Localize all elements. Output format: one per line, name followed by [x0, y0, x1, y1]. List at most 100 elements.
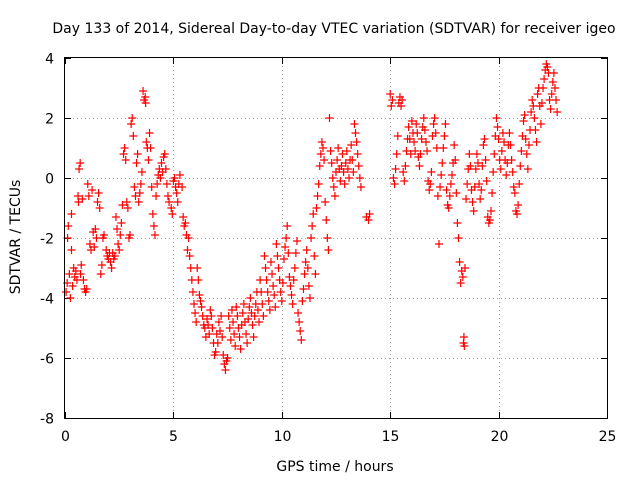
data-point [189, 300, 198, 308]
data-point [298, 297, 307, 305]
data-point [121, 156, 130, 164]
data-point [397, 102, 406, 110]
data-point [216, 327, 225, 335]
data-point [223, 354, 232, 362]
data-point [438, 159, 447, 167]
data-point [172, 189, 181, 197]
data-point [327, 159, 336, 167]
data-point [345, 174, 354, 182]
data-point [365, 210, 374, 218]
data-point [497, 147, 506, 155]
y-tick-label: -6 [40, 352, 54, 368]
data-point [479, 141, 488, 149]
data-point [193, 264, 202, 272]
data-point [400, 177, 409, 185]
data-point [253, 306, 262, 314]
data-point [522, 150, 531, 158]
data-point [285, 273, 294, 281]
data-point [198, 312, 207, 320]
data-point [134, 198, 143, 206]
data-point [537, 99, 546, 107]
data-point [122, 198, 131, 206]
data-point [348, 156, 357, 164]
data-point [413, 129, 422, 137]
data-point [455, 258, 464, 266]
data-point [434, 240, 443, 248]
data-point [387, 102, 396, 110]
data-point [312, 204, 321, 212]
data-point [419, 114, 428, 122]
data-point [500, 138, 509, 146]
data-point [477, 186, 486, 194]
x-tick-label: 10 [274, 429, 292, 445]
data-point [178, 183, 187, 191]
data-point [236, 345, 245, 353]
data-point [412, 120, 421, 128]
data-point [514, 201, 523, 209]
data-point [452, 189, 461, 197]
data-point [194, 276, 203, 284]
data-point [258, 300, 267, 308]
data-point [292, 237, 301, 245]
data-point [211, 348, 220, 356]
data-point [482, 177, 491, 185]
data-point [329, 183, 338, 191]
data-point [460, 342, 469, 350]
data-point [79, 276, 88, 284]
data-point [249, 333, 258, 341]
data-point [523, 165, 532, 173]
data-point [330, 192, 339, 200]
data-point [304, 282, 313, 290]
data-point [238, 309, 247, 317]
data-point [314, 180, 323, 188]
data-point [196, 297, 205, 305]
data-point [441, 120, 450, 128]
data-point [110, 252, 119, 260]
data-point [235, 333, 244, 341]
data-point [136, 180, 145, 188]
data-point [520, 111, 529, 119]
data-point [291, 249, 300, 257]
data-point [490, 150, 499, 158]
data-point [82, 285, 91, 293]
data-point [440, 132, 449, 140]
data-point [97, 261, 106, 269]
data-point [287, 291, 296, 299]
x-tick-label: 0 [61, 429, 70, 445]
data-point [336, 177, 345, 185]
data-point [364, 216, 373, 224]
data-point [350, 120, 359, 128]
data-point [478, 162, 487, 170]
data-point [152, 192, 161, 200]
data-point [123, 204, 132, 212]
data-point [444, 204, 453, 212]
data-point [288, 300, 297, 308]
data-point [139, 87, 148, 95]
data-point [398, 96, 407, 104]
data-point [341, 159, 350, 167]
data-point [459, 333, 468, 341]
data-point [95, 204, 104, 212]
data-point [206, 306, 215, 314]
data-point [536, 120, 545, 128]
data-point [90, 243, 99, 251]
data-point [399, 168, 408, 176]
data-point [507, 156, 516, 164]
data-point [281, 243, 290, 251]
data-point [259, 312, 268, 320]
data-point [492, 114, 501, 122]
data-point [88, 186, 97, 194]
data-point [191, 309, 200, 317]
data-point [456, 279, 465, 287]
data-point [94, 189, 103, 197]
data-point [311, 270, 320, 278]
data-point [505, 129, 514, 137]
data-point [245, 303, 254, 311]
data-point [487, 207, 496, 215]
data-point [458, 273, 467, 281]
data-point [471, 165, 480, 173]
data-point [274, 264, 283, 272]
data-point [168, 210, 177, 218]
data-point [513, 210, 522, 218]
data-point [481, 156, 490, 164]
